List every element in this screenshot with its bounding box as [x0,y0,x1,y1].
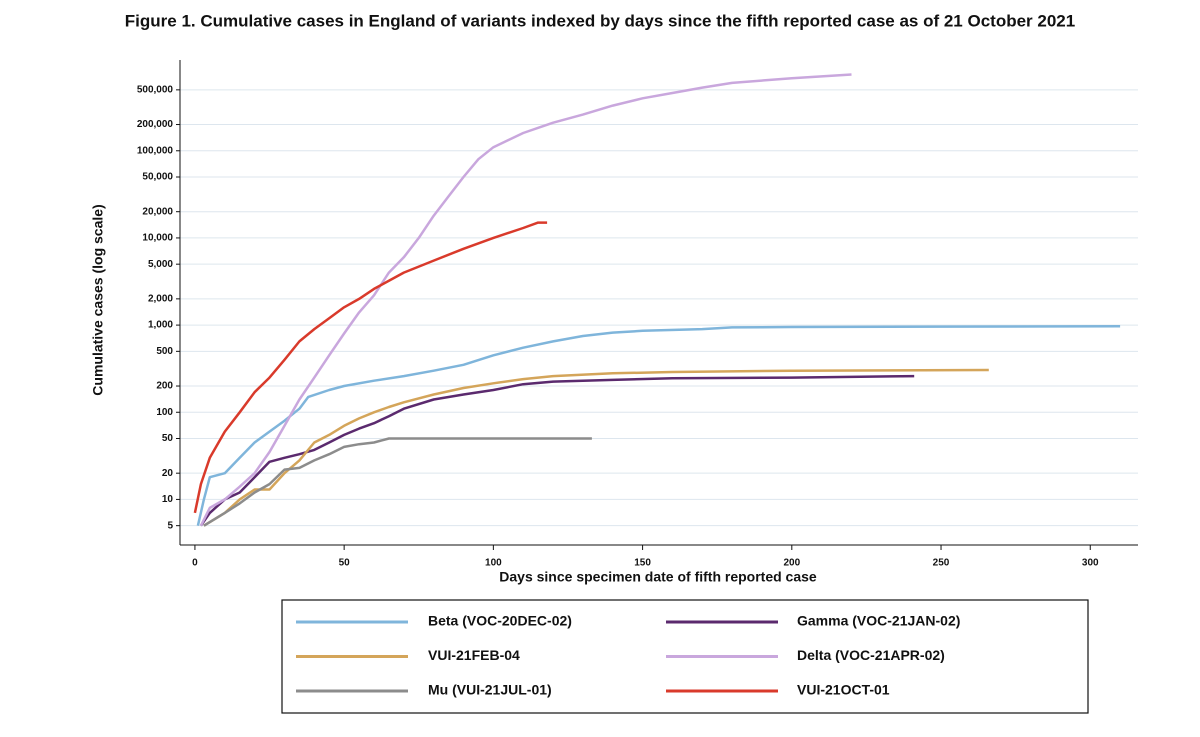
y-tick-label: 200,000 [137,119,174,130]
chart-title: Figure 1. Cumulative cases in England of… [125,11,1075,30]
y-tick-label: 500 [156,346,173,357]
y-tick-label: 5 [167,520,173,531]
series-line [199,374,915,527]
y-tick-label: 10,000 [142,233,173,244]
x-axis-label: Days since specimen date of fifth report… [499,569,817,585]
legend-label: VUI-21OCT-01 [797,682,890,698]
x-tick-label: 300 [1082,558,1099,569]
y-tick-label: 1,000 [148,320,173,331]
legend-label: Delta (VOC-21APR-02) [797,647,945,663]
legend-label: VUI-21FEB-04 [428,647,520,663]
y-tick-label: 2,000 [148,293,173,304]
x-tick-label: 0 [192,558,198,569]
series-line [203,437,592,527]
y-tick-label: 100,000 [137,145,174,156]
series-line [199,73,852,527]
y-tick-label: 200 [156,381,173,392]
series-line [196,325,1121,526]
x-tick-label: 150 [634,558,651,569]
series-line [203,368,989,527]
legend-box [281,599,1089,714]
legend-label: Gamma (VOC-21JAN-02) [797,613,960,629]
y-tick-label: 10 [162,494,174,505]
y-tick-label: 100 [156,407,173,418]
y-tick-label: 20,000 [142,206,173,217]
y-tick-label: 50,000 [142,172,173,183]
series-line [193,221,548,514]
x-tick-label: 250 [933,558,950,569]
legend-label: Beta (VOC-20DEC-02) [428,613,572,629]
y-tick-label: 50 [162,433,174,444]
legend-label: Mu (VUI-21JUL-01) [428,682,552,698]
x-tick-label: 100 [485,558,502,569]
x-tick-label: 200 [783,558,800,569]
y-tick-label: 500,000 [137,84,174,95]
y-axis-label: Cumulative cases (log scale) [90,204,106,395]
y-tick-label: 20 [162,468,174,479]
x-tick-label: 50 [339,558,351,569]
y-tick-label: 5,000 [148,259,173,270]
